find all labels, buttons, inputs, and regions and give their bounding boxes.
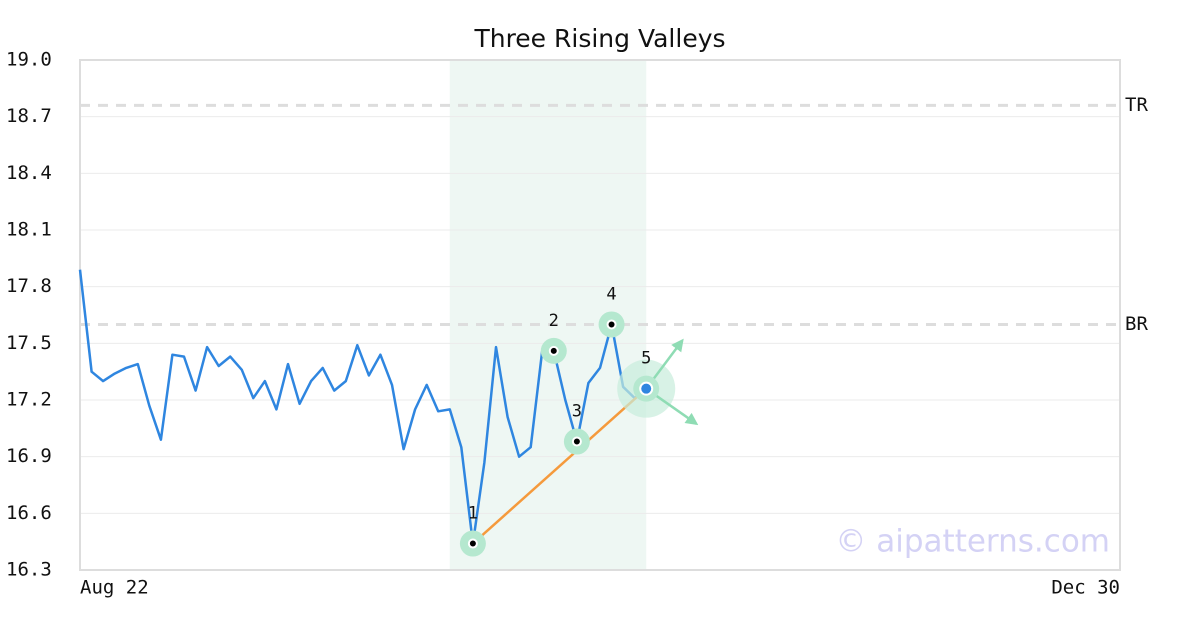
y-tick-label: 16.6 (6, 502, 52, 524)
y-tick-label: 17.8 (6, 275, 52, 297)
pivot-label: 4 (606, 284, 616, 304)
pivot-point (571, 436, 582, 447)
pivot-label: 3 (572, 402, 582, 422)
y-tick-label: 16.9 (6, 445, 52, 467)
y-tick-label: 17.2 (6, 389, 52, 411)
plot-border (79, 59, 1121, 571)
chart-title: Three Rising Valleys (473, 24, 725, 53)
level-label: TR (1125, 94, 1148, 116)
pivot-label: 1 (468, 504, 478, 524)
y-tick-label: 19.0 (6, 49, 52, 71)
y-tick-label: 17.5 (6, 332, 52, 354)
pivot-point (639, 381, 654, 396)
level-label: BR (1125, 313, 1148, 335)
y-tick-label: 16.3 (6, 559, 52, 581)
y-tick-label: 18.7 (6, 105, 52, 127)
pivot-label: 5 (641, 349, 651, 369)
x-tick-label: Dec 30 (1051, 577, 1120, 599)
watermark: © aipatterns.com (835, 524, 1110, 560)
pivot-point (606, 319, 617, 330)
y-tick-label: 18.1 (6, 219, 52, 241)
pivot-point (467, 538, 478, 549)
x-tick-label: Aug 22 (80, 577, 149, 599)
y-tick-label: 18.4 (6, 162, 52, 184)
trend-line (472, 387, 648, 545)
pivot-label: 2 (549, 311, 559, 331)
pivot-point (548, 345, 559, 356)
